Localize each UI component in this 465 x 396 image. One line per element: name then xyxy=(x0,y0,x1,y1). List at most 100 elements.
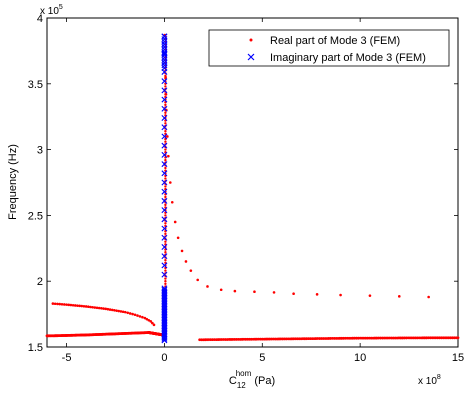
real-point xyxy=(95,306,99,310)
real-point xyxy=(164,122,167,125)
legend: Real part of Mode 3 (FEM) Imaginary part… xyxy=(208,29,450,67)
real-point xyxy=(339,293,342,297)
x-axis-label: C12hom (Pa) xyxy=(229,369,275,390)
imag-point xyxy=(161,115,168,122)
real-point xyxy=(164,177,167,180)
real-point xyxy=(368,294,372,297)
real-point xyxy=(60,302,64,306)
legend-label-imag: Imaginary part of Mode 3 (FEM) xyxy=(270,52,426,64)
real-point xyxy=(100,307,103,310)
real-point xyxy=(456,336,460,340)
legend-label-real: Real part of Mode 3 (FEM) xyxy=(270,35,400,47)
real-point xyxy=(164,129,167,133)
real-point xyxy=(315,293,319,296)
imag-point xyxy=(161,43,168,50)
real-point xyxy=(164,185,167,188)
imag-point xyxy=(161,243,168,250)
real-point xyxy=(71,303,75,307)
real-point xyxy=(164,282,167,286)
real-point xyxy=(62,303,66,306)
real-point xyxy=(164,195,167,199)
real-point xyxy=(184,260,188,263)
real-point xyxy=(167,154,170,158)
real-point xyxy=(164,222,167,225)
real-point xyxy=(91,305,94,309)
real-point xyxy=(123,310,127,314)
real-point xyxy=(166,135,169,138)
imag-point xyxy=(161,38,168,45)
imag-point xyxy=(161,57,168,64)
imag-point xyxy=(161,33,168,40)
y-tick-label: 3.5 xyxy=(28,79,43,91)
real-point xyxy=(89,305,92,309)
x-tick-label: 10 xyxy=(354,352,366,364)
real-point xyxy=(253,290,256,294)
imag-point xyxy=(161,124,168,131)
real-point xyxy=(164,103,167,107)
real-point xyxy=(151,321,154,325)
real-point xyxy=(169,181,172,184)
real-point xyxy=(145,317,149,321)
real-point xyxy=(164,148,167,151)
real-point xyxy=(113,308,116,312)
real-point xyxy=(427,295,430,299)
imag-point xyxy=(161,65,168,71)
real-point xyxy=(164,269,167,272)
imag-point xyxy=(161,41,168,48)
real-point xyxy=(164,85,167,88)
imag-point xyxy=(161,216,168,223)
real-point xyxy=(136,314,139,317)
real-point xyxy=(117,309,121,313)
real-point xyxy=(164,74,167,78)
imag-point xyxy=(161,179,168,186)
y-tick-label: 3 xyxy=(37,145,43,157)
real-point xyxy=(51,302,55,305)
real-point xyxy=(397,295,401,298)
real-point xyxy=(189,269,193,272)
real-point xyxy=(164,203,167,207)
x-tick-label: 0 xyxy=(161,352,167,364)
real-point xyxy=(78,304,81,308)
real-point xyxy=(115,309,118,312)
plot-area xyxy=(46,17,459,348)
real-point xyxy=(69,303,73,307)
real-point xyxy=(58,302,62,306)
real-point xyxy=(164,258,167,262)
real-point xyxy=(164,277,167,280)
real-point xyxy=(164,158,167,162)
y-tick-label: 2 xyxy=(37,276,43,288)
real-point xyxy=(164,140,167,143)
imag-point xyxy=(161,78,168,85)
imag-point xyxy=(161,151,168,158)
real-point xyxy=(180,249,184,253)
real-point xyxy=(133,313,137,317)
real-point xyxy=(164,251,167,254)
imag-point xyxy=(161,207,168,214)
real-point xyxy=(84,305,88,308)
real-point xyxy=(67,303,71,307)
real-point xyxy=(108,308,112,311)
x-tick-label: 5 xyxy=(259,352,265,364)
imag-point xyxy=(161,161,168,168)
x-tick-label: -5 xyxy=(62,352,72,364)
real-point xyxy=(138,315,142,318)
real-point xyxy=(143,316,147,320)
y-tick-label: 2.5 xyxy=(28,210,43,222)
real-point xyxy=(141,315,144,319)
real-point xyxy=(65,303,68,306)
imag-point xyxy=(161,49,168,56)
x-axis-exponent: x 108 xyxy=(418,374,441,387)
x-tick-label: 15 xyxy=(452,352,464,364)
real-point xyxy=(164,240,167,243)
real-point xyxy=(53,302,57,306)
real-point xyxy=(164,232,167,236)
real-point xyxy=(102,307,105,310)
imag-point xyxy=(161,170,168,177)
imag-point xyxy=(161,188,168,195)
real-point xyxy=(80,304,84,308)
legend-marker-imag xyxy=(247,53,255,61)
real-point xyxy=(219,288,223,292)
imag-point xyxy=(161,46,168,53)
real-point xyxy=(164,280,167,283)
imag-point xyxy=(161,87,168,94)
